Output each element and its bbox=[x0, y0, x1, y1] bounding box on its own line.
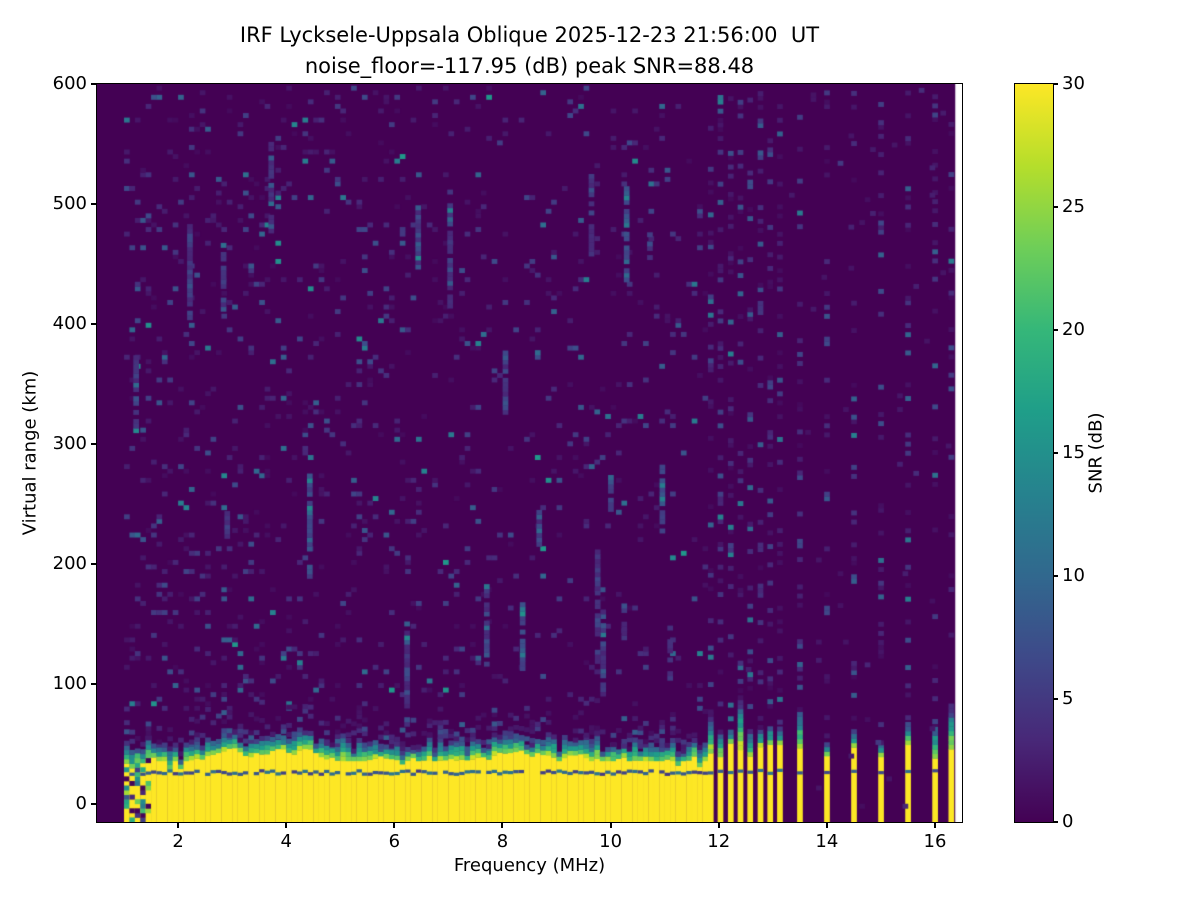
x-tick-mark bbox=[393, 822, 395, 828]
y-tick-label: 600 bbox=[33, 73, 87, 95]
colorbar-tick-label: 20 bbox=[1062, 319, 1106, 341]
x-tick-label: 6 bbox=[372, 831, 416, 853]
colorbar bbox=[1014, 83, 1054, 823]
y-tick-mark bbox=[91, 83, 97, 85]
x-tick-mark bbox=[501, 822, 503, 828]
x-tick-mark bbox=[285, 822, 287, 828]
x-tick-mark bbox=[610, 822, 612, 828]
x-tick-mark bbox=[718, 822, 720, 828]
colorbar-tick-label: 10 bbox=[1062, 565, 1106, 587]
figure-title-line1: IRF Lycksele-Uppsala Oblique 2025-12-23 … bbox=[97, 20, 962, 51]
y-tick-label: 300 bbox=[33, 433, 87, 455]
x-tick-label: 16 bbox=[913, 831, 957, 853]
x-tick-label: 4 bbox=[264, 831, 308, 853]
colorbar-tick-label: 0 bbox=[1062, 811, 1106, 833]
x-tick-mark bbox=[826, 822, 828, 828]
y-tick-label: 0 bbox=[33, 793, 87, 815]
figure-title-line2: noise_floor=-117.95 (dB) peak SNR=88.48 bbox=[97, 51, 962, 82]
colorbar-tick-label: 5 bbox=[1062, 688, 1106, 710]
plot-area bbox=[96, 83, 963, 823]
y-tick-label: 400 bbox=[33, 313, 87, 335]
y-tick-label: 100 bbox=[33, 673, 87, 695]
figure-title: IRF Lycksele-Uppsala Oblique 2025-12-23 … bbox=[97, 20, 962, 82]
x-tick-label: 2 bbox=[156, 831, 200, 853]
y-tick-mark bbox=[91, 563, 97, 565]
x-axis-label: Frequency (MHz) bbox=[97, 855, 962, 876]
colorbar-label: SNR (dB) bbox=[1086, 413, 1107, 494]
y-tick-mark bbox=[91, 443, 97, 445]
ionogram-figure: IRF Lycksele-Uppsala Oblique 2025-12-23 … bbox=[0, 0, 1200, 900]
x-tick-label: 10 bbox=[589, 831, 633, 853]
x-tick-mark bbox=[177, 822, 179, 828]
y-tick-label: 500 bbox=[33, 193, 87, 215]
colorbar-tick-label: 25 bbox=[1062, 196, 1106, 218]
x-tick-mark bbox=[934, 822, 936, 828]
colorbar-tick-label: 30 bbox=[1062, 73, 1106, 95]
y-tick-label: 200 bbox=[33, 553, 87, 575]
y-tick-mark bbox=[91, 323, 97, 325]
x-tick-label: 8 bbox=[480, 831, 524, 853]
x-tick-label: 12 bbox=[697, 831, 741, 853]
y-tick-mark bbox=[91, 803, 97, 805]
y-tick-mark bbox=[91, 683, 97, 685]
x-tick-label: 14 bbox=[805, 831, 849, 853]
heatmap-canvas bbox=[97, 84, 962, 822]
y-axis-label: Virtual range (km) bbox=[20, 371, 41, 536]
y-tick-mark bbox=[91, 203, 97, 205]
